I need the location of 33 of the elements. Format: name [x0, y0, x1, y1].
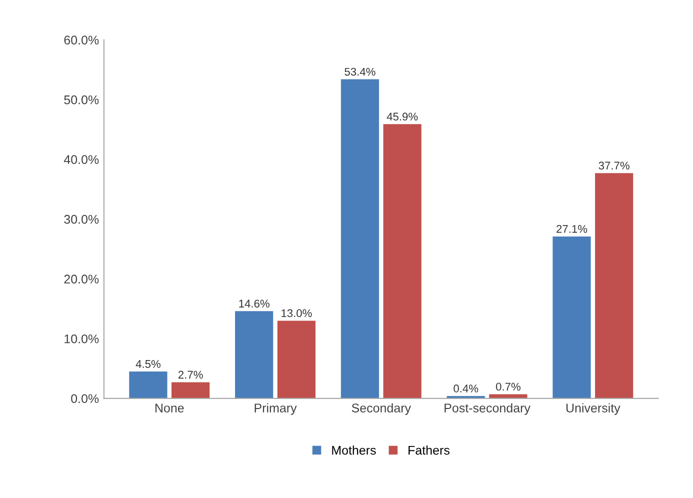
text: 0.4%: [454, 384, 478, 392]
legend-label: Mothers: [332, 446, 376, 455]
text: 13.0%: [282, 309, 312, 318]
bar: [383, 124, 422, 398]
text: 2.7%: [178, 370, 203, 379]
text: 37.7%: [598, 162, 630, 170]
text: 27.1%: [556, 224, 588, 233]
x-tick-label: Secondary: [352, 403, 412, 415]
bar: [489, 394, 528, 398]
legend-label: Fathers: [408, 446, 450, 455]
bar: [172, 382, 210, 398]
bar: [340, 79, 380, 398]
x-tick-label: Post-secondary: [444, 403, 530, 415]
bar: [235, 311, 274, 398]
text: 14.6%: [239, 300, 270, 308]
bar: [595, 173, 634, 398]
y-tick-label: 60.0%: [64, 36, 99, 44]
y-tick-label: 40.0%: [64, 155, 99, 164]
y-tick-label: 50.0%: [64, 95, 99, 104]
x-tick-label: University: [566, 403, 620, 415]
x-tick-label: Primary: [254, 403, 297, 415]
bar: [552, 236, 591, 398]
y-tick-label: 20.0%: [64, 274, 99, 284]
bar: [277, 320, 316, 398]
y-tick-label: 0.0%: [71, 394, 99, 404]
y-tick-label: 30.0%: [64, 214, 99, 224]
text: 0.7%: [496, 382, 520, 391]
bar: [129, 372, 168, 398]
y-tick-label: 10.0%: [64, 334, 99, 344]
text: 45.9%: [386, 112, 418, 121]
x-tick-label: None: [155, 404, 184, 412]
text: 4.5%: [136, 360, 160, 368]
text: 53.4%: [344, 68, 376, 76]
